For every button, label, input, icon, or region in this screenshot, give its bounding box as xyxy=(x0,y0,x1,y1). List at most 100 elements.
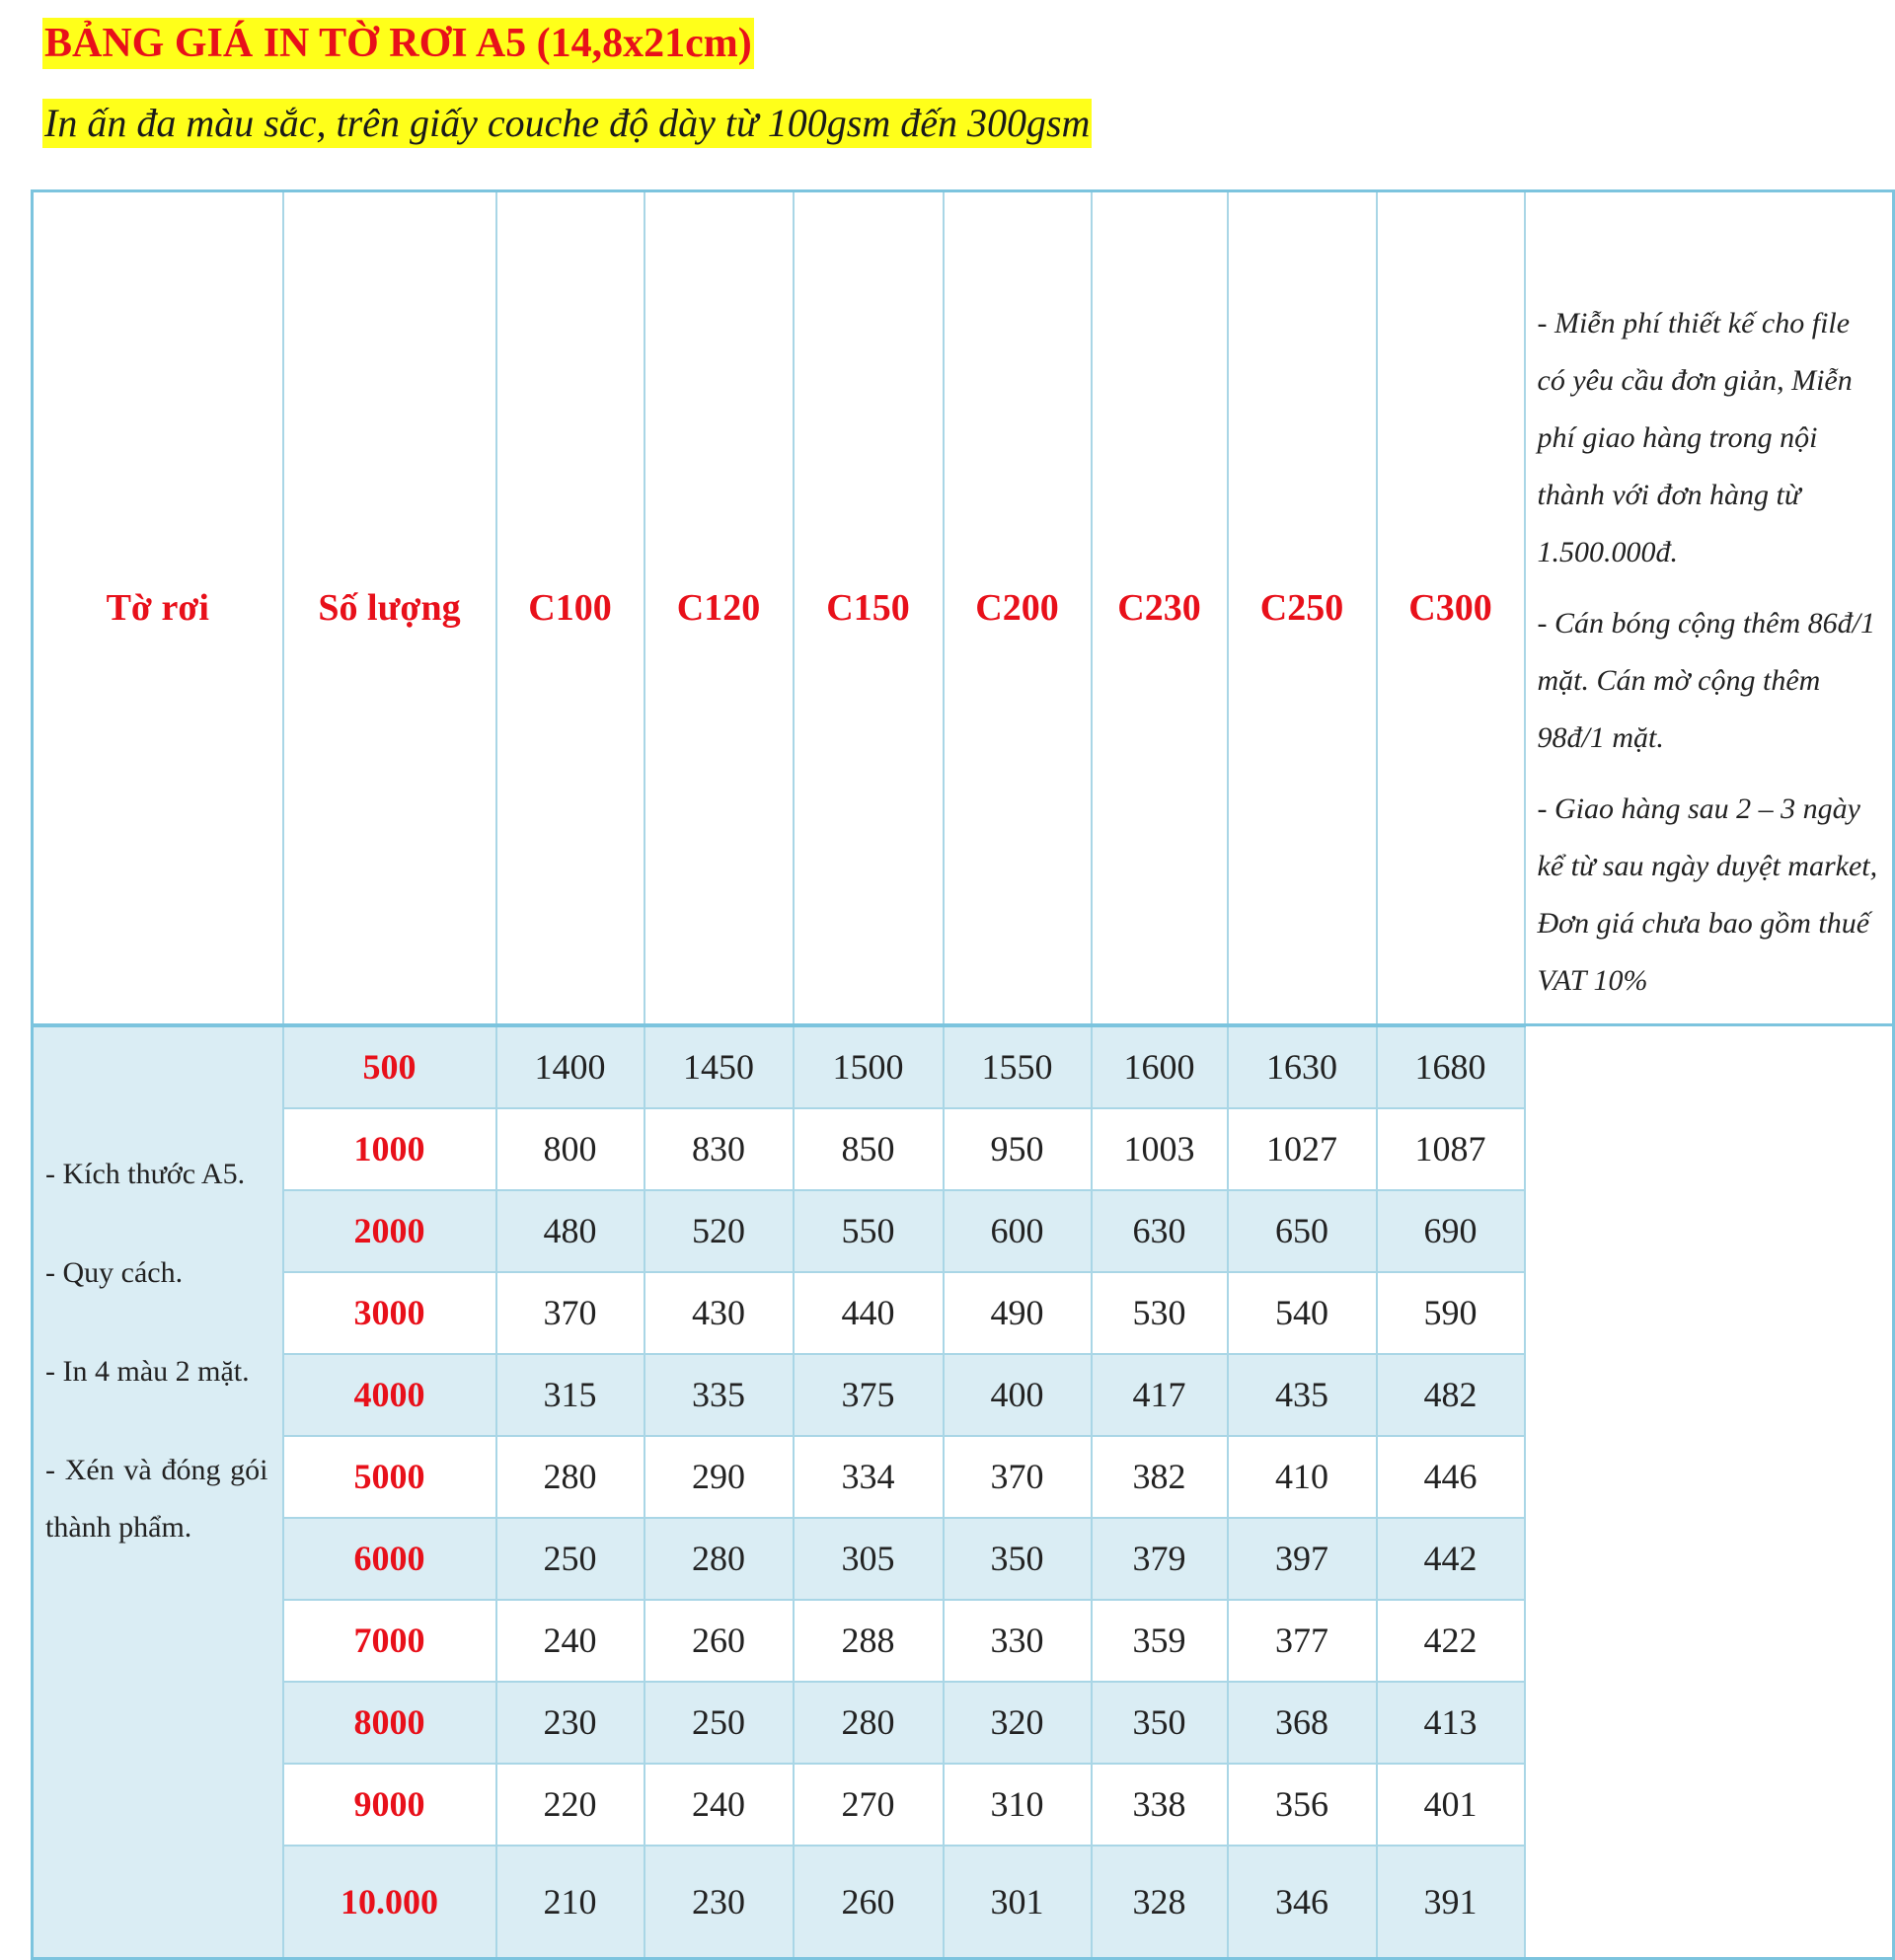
quantity-cell: 10.000 xyxy=(281,1844,497,1959)
table-row: 6000 250 280 305 350 379 397 442 xyxy=(33,1516,1894,1601)
price-cell: 328 xyxy=(1090,1844,1229,1959)
price-cell: 260 xyxy=(792,1844,945,1959)
price-cell: 590 xyxy=(1375,1270,1526,1355)
price-cell: 830 xyxy=(643,1106,795,1191)
price-cell: 440 xyxy=(792,1270,945,1355)
price-cell: 250 xyxy=(643,1680,795,1765)
price-cell: 435 xyxy=(1226,1352,1378,1437)
price-cell: 377 xyxy=(1226,1598,1378,1683)
note: - Cán bóng cộng thêm 86đ/1 mặt. Cán mờ c… xyxy=(1537,607,1875,754)
price-cell: 370 xyxy=(494,1270,645,1355)
quantity-cell: 2000 xyxy=(281,1188,497,1273)
price-cell: 1400 xyxy=(494,1023,645,1109)
price-cell: 250 xyxy=(494,1516,645,1601)
price-cell: 950 xyxy=(942,1106,1093,1191)
price-cell: 417 xyxy=(1090,1352,1229,1437)
quantity-cell: 6000 xyxy=(281,1516,497,1601)
price-cell: 490 xyxy=(942,1270,1093,1355)
price-cell: 359 xyxy=(1090,1598,1229,1683)
price-cell: 350 xyxy=(1090,1680,1229,1765)
price-cell: 520 xyxy=(643,1188,795,1273)
price-cell: 230 xyxy=(494,1680,645,1765)
price-cell: 550 xyxy=(792,1188,945,1273)
note: - Kích thước A5. xyxy=(45,1157,246,1190)
price-cell: 315 xyxy=(494,1352,645,1437)
price-cell: 270 xyxy=(792,1762,945,1847)
table-row: - Kích thước A5. - Quy cách. - In 4 màu 2 … xyxy=(31,1023,1894,1959)
price-cell: 280 xyxy=(494,1434,645,1519)
column-header: C300 xyxy=(1375,189,1526,1027)
left-notes: - Kích thước A5. - Quy cách. - In 4 màu 2 … xyxy=(31,1023,284,1959)
quantity-cell: 5000 xyxy=(281,1434,497,1519)
column-header: C200 xyxy=(942,189,1093,1027)
price-cell: 240 xyxy=(643,1762,795,1847)
quantity-cell: 500 xyxy=(281,1023,497,1109)
price-cell: 375 xyxy=(792,1352,945,1437)
price-cell: 368 xyxy=(1226,1680,1378,1765)
price-cell: 397 xyxy=(1226,1516,1378,1601)
table-row: 5000 280 290 334 370 382 410 446 xyxy=(33,1434,1894,1519)
price-cell: 280 xyxy=(643,1516,795,1601)
price-cell: 305 xyxy=(792,1516,945,1601)
price-cell: 480 xyxy=(494,1188,645,1273)
price-cell: 482 xyxy=(1375,1352,1526,1437)
column-header: C230 xyxy=(1090,189,1229,1027)
quantity-cell: 7000 xyxy=(281,1598,497,1683)
price-cell: 330 xyxy=(942,1598,1093,1683)
price-cell: 280 xyxy=(792,1680,945,1765)
price-cell: 1630 xyxy=(1226,1023,1378,1109)
price-cell: 530 xyxy=(1090,1270,1229,1355)
column-header: C250 xyxy=(1226,189,1378,1027)
note: - Giao hàng sau 2 – 3 ngày kể từ sau ngà… xyxy=(1537,792,1878,997)
column-header: C150 xyxy=(792,189,945,1027)
price-cell: 430 xyxy=(643,1270,795,1355)
price-cell: 260 xyxy=(643,1598,795,1683)
price-cell: 338 xyxy=(1090,1762,1229,1847)
price-cell: 230 xyxy=(643,1844,795,1959)
price-cell: 446 xyxy=(1375,1434,1526,1519)
price-cell: 650 xyxy=(1226,1188,1378,1273)
price-cell: 1450 xyxy=(643,1023,795,1109)
price-cell: 370 xyxy=(942,1434,1093,1519)
price-cell: 301 xyxy=(942,1844,1093,1959)
price-cell: 1027 xyxy=(1226,1106,1378,1191)
price-table: Tờ rơi Số lượng C100 C120 C150 C200 C230 C250 C3… xyxy=(31,189,1895,1960)
column-header: C100 xyxy=(494,189,645,1027)
table-row: 8000 230 250 280 320 350 368 413 xyxy=(33,1680,1894,1765)
title: BẢNG GIÁ IN TỜ RƠI A5 (14,8x21cm) xyxy=(42,18,754,69)
price-cell: 335 xyxy=(643,1352,795,1437)
price-cell: 210 xyxy=(494,1844,645,1959)
price-cell: 800 xyxy=(494,1106,645,1191)
price-cell: 401 xyxy=(1375,1762,1526,1847)
quantity-cell: 3000 xyxy=(281,1270,497,1355)
price-cell: 1003 xyxy=(1090,1106,1229,1191)
note: - Miễn phí thiết kế cho file có yêu cầu … xyxy=(1537,307,1853,568)
price-cell: 320 xyxy=(942,1680,1093,1765)
table-row: 10.000 210 230 260 301 328 346 391 xyxy=(33,1844,1894,1959)
price-cell: 346 xyxy=(1226,1844,1378,1959)
price-cell: 310 xyxy=(942,1762,1093,1847)
right-notes: - Miễn phí thiết kế cho file có yêu cầu … xyxy=(1523,190,1895,1026)
price-cell: 1680 xyxy=(1375,1023,1526,1109)
note: - Xén và đóng gói thành phẩm. xyxy=(45,1453,268,1544)
price-cell: 391 xyxy=(1375,1844,1526,1959)
header-row: Tờ rơi Số lượng C100 C120 C150 C200 C230 C250 C3… xyxy=(31,189,1895,1027)
price-cell: 240 xyxy=(494,1598,645,1683)
table-row: 2000 480 520 550 600 630 650 690 xyxy=(33,1188,1894,1273)
price-cell: 290 xyxy=(643,1434,795,1519)
price-cell: 1550 xyxy=(942,1023,1093,1109)
price-cell: 382 xyxy=(1090,1434,1229,1519)
quantity-cell: 8000 xyxy=(281,1680,497,1765)
price-cell: 630 xyxy=(1090,1188,1229,1273)
price-cell: 850 xyxy=(792,1106,945,1191)
price-cell: 690 xyxy=(1375,1188,1526,1273)
price-cell: 350 xyxy=(942,1516,1093,1601)
price-cell: 410 xyxy=(1226,1434,1378,1519)
table-row: 4000 315 335 375 400 417 435 482 xyxy=(33,1352,1894,1437)
note: - In 4 màu 2 mặt. xyxy=(45,1354,250,1388)
column-header: Số lượng xyxy=(281,189,497,1027)
column-header: Tờ rơi xyxy=(31,189,284,1027)
price-cell: 379 xyxy=(1090,1516,1229,1601)
price-cell: 1500 xyxy=(792,1023,945,1109)
price-cell: 413 xyxy=(1375,1680,1526,1765)
